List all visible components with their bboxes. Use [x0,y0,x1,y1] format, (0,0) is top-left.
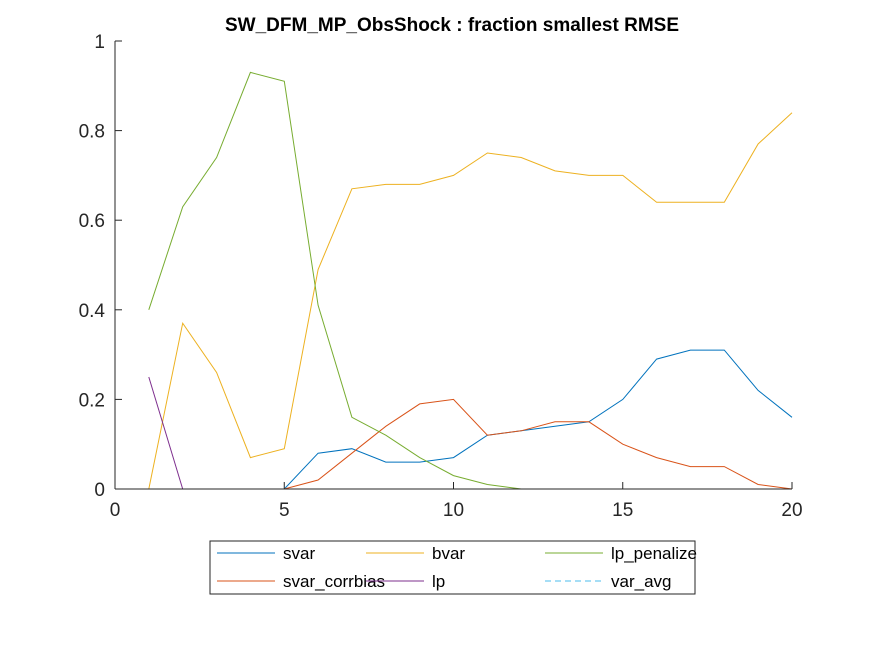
legend-label-lp-penalize: lp_penalize [611,544,697,563]
y-tick-label: 0 [94,480,105,501]
x-tick-label: 15 [612,500,633,521]
x-tick-label: 10 [443,500,464,521]
x-tick-label: 0 [110,500,121,521]
legend: svar bvar lp_penalize svar_corrbias lp var_av… [209,540,697,595]
series-line-lp [148,376,792,490]
y-tick-label: 1 [94,32,105,53]
legend-label-lp: lp [432,572,445,591]
y-tick-label: 0.2 [79,390,105,411]
legend-label-svar: svar [283,544,315,563]
legend-label-svar-corrbias: svar_corrbias [283,572,385,591]
legend-label-var-avg: var_avg [611,572,671,591]
axes: 0 5 10 15 20 0 0.2 0.4 0.6 0.8 1 [79,32,803,521]
plot-area [148,71,793,490]
legend-label-bvar: bvar [432,544,465,563]
series-line-svar [148,349,793,490]
x-tick-label: 5 [279,500,290,521]
chart-title: SW_DFM_MP_ObsShock : fraction smallest R… [225,15,679,36]
legend-box [209,540,696,595]
series-line-lp-penalize [148,71,792,490]
series-line-bvar [148,112,793,490]
y-tick-label: 0.8 [79,122,105,143]
y-tick-label: 0.6 [79,211,105,232]
x-tick-label: 20 [781,500,802,521]
y-tick-label: 0.4 [79,301,106,322]
